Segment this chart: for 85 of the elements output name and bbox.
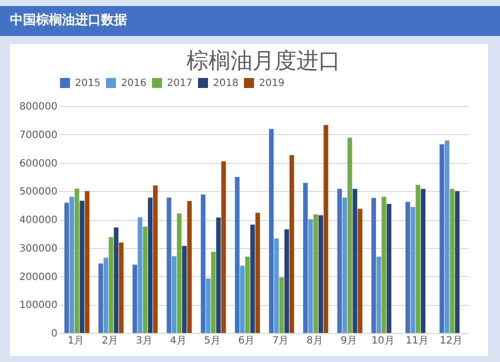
bar xyxy=(318,215,324,333)
x-tick-label: 2月 xyxy=(102,336,118,346)
bar xyxy=(148,198,153,333)
bar xyxy=(114,227,118,333)
x-tick-label: 4月 xyxy=(170,336,186,346)
bar xyxy=(240,266,245,333)
y-tick-label: 500000 xyxy=(19,186,58,198)
bar xyxy=(382,196,386,333)
y-tick-label: 700000 xyxy=(19,130,58,141)
y-tick-label: 300000 xyxy=(19,243,58,254)
bar xyxy=(337,188,342,333)
bar xyxy=(279,277,284,333)
bar xyxy=(187,201,192,333)
x-tick-label: 3月 xyxy=(136,336,152,346)
x-tick-label: 1月 xyxy=(68,336,84,346)
bar xyxy=(166,198,172,333)
legend-label: 2015 xyxy=(75,78,100,89)
bar xyxy=(420,188,426,333)
y-tick-label: 800000 xyxy=(19,102,58,112)
bar xyxy=(216,218,221,333)
bar xyxy=(172,256,176,333)
bar xyxy=(138,217,142,333)
bar xyxy=(313,214,318,333)
bar xyxy=(80,200,84,333)
bar xyxy=(98,263,104,333)
bar xyxy=(118,242,124,333)
bar xyxy=(352,188,358,333)
bar xyxy=(176,214,182,333)
bar xyxy=(371,198,376,333)
bar xyxy=(308,219,313,333)
y-tick-label: 200000 xyxy=(19,272,58,283)
bar xyxy=(444,140,450,333)
legend-label: 2019 xyxy=(259,78,284,89)
bar xyxy=(182,246,187,333)
bar xyxy=(245,256,250,333)
y-tick-label: 100000 xyxy=(19,300,58,312)
bar xyxy=(255,212,260,333)
legend-label: 2016 xyxy=(121,78,146,89)
legend-label: 2017 xyxy=(167,78,192,89)
x-tick-label: 5月 xyxy=(204,336,221,346)
text: 中国棕榈油进口数据 xyxy=(0,6,500,36)
bar xyxy=(376,256,382,333)
bar xyxy=(104,258,108,333)
bar xyxy=(324,125,328,333)
y-tick-label: 400000 xyxy=(19,215,58,226)
bar xyxy=(64,202,69,333)
bar xyxy=(358,208,362,333)
bar xyxy=(274,238,279,333)
legend-label: 2018 xyxy=(213,78,238,89)
y-tick-label: 0 xyxy=(51,328,58,340)
bar xyxy=(454,191,460,333)
bar xyxy=(303,182,308,333)
bar xyxy=(108,237,114,333)
bar xyxy=(206,278,211,333)
x-tick-label: 10月 xyxy=(372,336,394,346)
x-tick-label: 7月 xyxy=(272,336,289,346)
bar xyxy=(153,185,158,333)
bar xyxy=(84,191,90,333)
bar xyxy=(405,202,410,333)
bar xyxy=(450,188,454,333)
bar xyxy=(348,138,352,333)
bar xyxy=(69,196,74,333)
bar xyxy=(284,229,289,333)
bar xyxy=(440,144,444,333)
bar xyxy=(416,184,420,333)
bar xyxy=(290,155,294,333)
bar xyxy=(410,207,416,333)
x-tick-label: 9月 xyxy=(340,336,357,346)
x-tick-label: 12月 xyxy=(440,336,462,346)
bar xyxy=(142,226,148,333)
bar xyxy=(342,198,347,333)
bar xyxy=(269,128,274,333)
bar xyxy=(211,252,216,333)
chart-title: 棕榈油月度进口 xyxy=(186,49,340,74)
bar xyxy=(200,194,206,333)
y-tick-label: 600000 xyxy=(19,158,58,170)
x-tick-label: 6月 xyxy=(238,336,255,346)
bar xyxy=(250,224,255,333)
x-tick-label: 8月 xyxy=(306,336,323,346)
bar xyxy=(74,188,80,333)
bar xyxy=(132,264,138,333)
bar xyxy=(221,161,226,333)
bar xyxy=(386,204,392,333)
x-tick-label: 11月 xyxy=(406,336,428,346)
bar xyxy=(234,176,240,333)
